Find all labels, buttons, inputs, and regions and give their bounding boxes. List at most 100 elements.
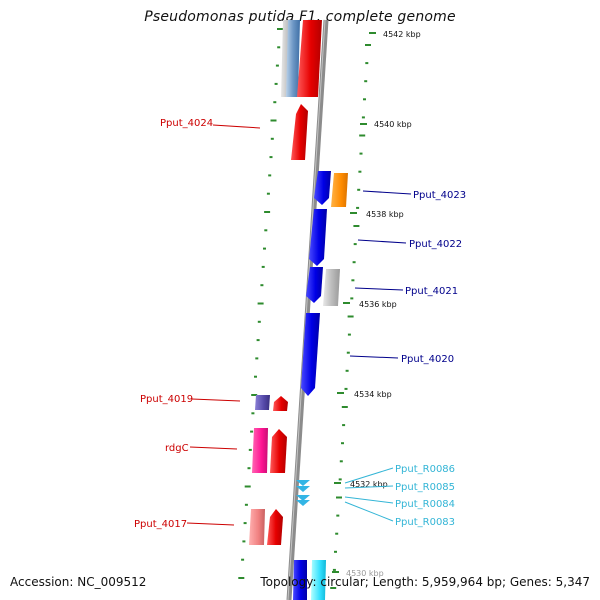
ring-tick <box>357 188 361 191</box>
genome-title: Pseudomonas putida F1, complete genome <box>144 9 456 25</box>
ring-tick <box>243 522 247 525</box>
ring-tick <box>341 406 348 408</box>
ring-tick <box>254 375 257 378</box>
ring-tick <box>353 225 360 227</box>
ring-tick <box>264 211 271 213</box>
gene-pput-4021-gray <box>323 269 340 306</box>
genome-backbone <box>286 19 329 600</box>
svg-text:Pput_4021: Pput_4021 <box>405 286 458 297</box>
svg-text:Pput_4020: Pput_4020 <box>401 354 454 365</box>
svg-text:Pput_4023: Pput_4023 <box>413 190 466 201</box>
ring-tick <box>277 46 281 49</box>
svg-text:4536 kbp: 4536 kbp <box>359 300 397 309</box>
label-pput-r0086[interactable]: Pput_R0086 <box>344 464 455 484</box>
ring-tick <box>330 587 337 589</box>
svg-text:4538 kbp: 4538 kbp <box>366 210 404 219</box>
svg-text:Pput_4017: Pput_4017 <box>134 519 187 530</box>
label-pput-4023[interactable]: Pput_4023 <box>362 190 466 201</box>
scale-label-4534: 4534 kbp <box>337 390 392 399</box>
ring-tick <box>359 134 366 137</box>
ring-tick <box>251 394 258 396</box>
ring-tick <box>268 174 272 177</box>
ring-tick <box>350 297 354 300</box>
scale-label-4532: 4532 kbp <box>334 480 388 489</box>
scale-label-4538: 4538 kbp <box>350 210 404 219</box>
svg-text:4530 kbp: 4530 kbp <box>346 569 384 578</box>
ring-tick <box>339 460 343 463</box>
label-pput-4022[interactable]: Pput_4022 <box>357 239 462 250</box>
ring-tick <box>244 485 251 488</box>
ring-tick <box>359 152 363 155</box>
ring-tick <box>334 550 337 553</box>
gene-pput-r0086 <box>296 480 310 486</box>
outer-dotted-ring <box>330 44 371 589</box>
gene-pput-4022 <box>309 209 327 266</box>
ring-tick <box>335 532 339 535</box>
svg-text:Pput_R0083: Pput_R0083 <box>395 517 455 528</box>
ring-tick <box>361 116 365 119</box>
ring-tick <box>269 156 273 159</box>
label-pput-r0085[interactable]: Pput_R0085 <box>344 482 455 493</box>
ring-tick <box>365 62 369 65</box>
gene-pput-4023 <box>314 171 331 205</box>
ring-tick <box>247 467 251 470</box>
gene-pput-4023-orange <box>331 173 348 207</box>
gene-pput-4021 <box>306 267 323 303</box>
svg-text:Pput_4022: Pput_4022 <box>409 239 462 250</box>
label-pput-r0084[interactable]: Pput_R0084 <box>344 496 455 510</box>
ring-tick <box>270 137 274 140</box>
ring-tick <box>244 503 248 506</box>
ring-tick <box>264 229 268 232</box>
svg-text:Pput_4024: Pput_4024 <box>160 118 213 129</box>
label-pput-4020[interactable]: Pput_4020 <box>349 354 454 365</box>
label-pput-4021[interactable]: Pput_4021 <box>354 286 458 297</box>
label-pput-r0083[interactable]: Pput_R0083 <box>344 501 455 528</box>
label-rdgc[interactable]: rdgC <box>165 443 238 454</box>
genome-backbone-highlight <box>287 19 326 600</box>
ring-tick <box>260 284 264 287</box>
svg-text:rdgC: rdgC <box>165 443 189 454</box>
gene-top-steel <box>286 20 300 97</box>
gene-top-red <box>297 20 322 97</box>
label-pput-4017[interactable]: Pput_4017 <box>134 519 235 530</box>
svg-text:Pput_R0084: Pput_R0084 <box>395 499 455 510</box>
ring-tick <box>242 540 246 543</box>
ring-tick <box>363 98 366 101</box>
ring-tick <box>275 64 279 67</box>
scale-label-4540: 4540 kbp <box>360 120 412 129</box>
ring-tick <box>341 442 344 445</box>
ring-tick <box>344 387 348 390</box>
label-pput-4024[interactable]: Pput_4024 <box>160 118 261 129</box>
ring-tick <box>358 170 362 173</box>
ring-tick <box>255 357 259 360</box>
label-pput-4019[interactable]: Pput_4019 <box>140 394 241 405</box>
ring-tick <box>270 119 277 122</box>
svg-text:Pput_R0085: Pput_R0085 <box>395 482 455 493</box>
svg-text:4540 kbp: 4540 kbp <box>374 120 412 129</box>
ring-tick <box>364 80 368 83</box>
ring-tick <box>365 44 371 46</box>
gene-pput-4024 <box>291 104 308 160</box>
scale-label-4542: 4542 kbp <box>369 30 421 39</box>
ring-tick <box>347 333 351 336</box>
ring-tick <box>351 279 355 282</box>
scale-label-4530: 4530 kbp <box>332 569 384 578</box>
gene-bottom-blue <box>293 560 307 600</box>
gene-pput-r0083 <box>296 500 310 506</box>
ring-tick <box>342 424 346 427</box>
svg-text:4532 kbp: 4532 kbp <box>350 480 388 489</box>
scale-label-4536: 4536 kbp <box>343 300 397 309</box>
gene-pput-4020 <box>301 313 320 396</box>
ring-tick <box>263 247 266 250</box>
ring-tick <box>336 514 340 517</box>
ring-tick <box>257 302 264 305</box>
ring-tick <box>266 192 270 195</box>
gene-pput-4017-salmon <box>249 509 265 545</box>
ring-tick <box>345 369 349 372</box>
gene-pput-4019-purple <box>255 395 270 410</box>
topology-text: Topology: circular; Length: 5,959,964 bp… <box>260 575 590 589</box>
inner-dotted-ring <box>238 28 283 579</box>
ring-tick <box>238 577 245 579</box>
ring-tick <box>250 430 254 433</box>
